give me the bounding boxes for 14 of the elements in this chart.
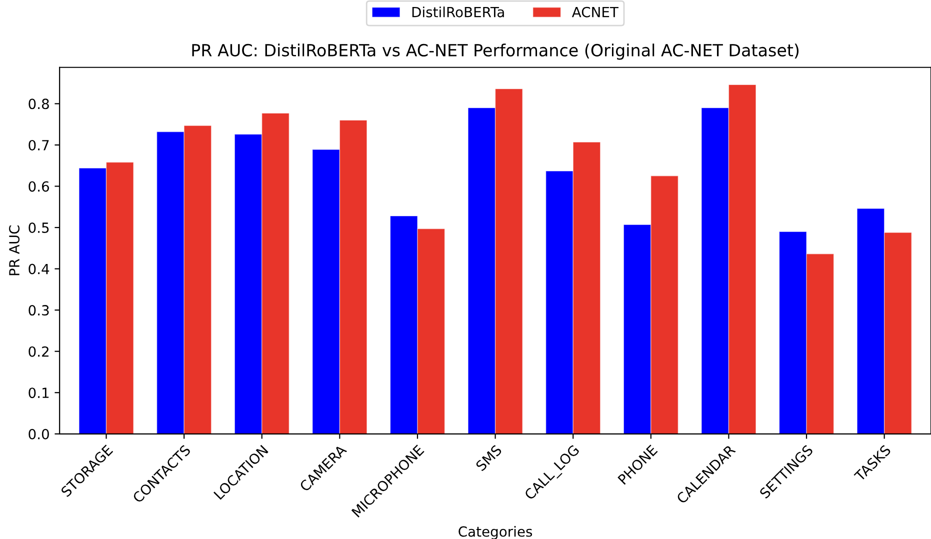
y-tick-label: 0.7 [28, 140, 49, 150]
legend-label: ACNET [572, 6, 618, 18]
x-axis-title: Categories [458, 526, 532, 539]
y-tick-label: 0.1 [28, 388, 49, 398]
y-tick-label: 0.2 [28, 346, 48, 357]
y-tick-label: 0.5 [28, 222, 49, 233]
y-tick-label: 0.0 [28, 428, 49, 440]
y-axis-title: PR AUC [9, 225, 20, 276]
chart-title: PR AUC: DistilRoBERTa vs AC-NET Performance (Original AC-NET Dataset) [192, 44, 799, 60]
y-tick-label: 0.3 [28, 305, 49, 316]
y-tick-label: 0.6 [28, 181, 49, 192]
legend-label: DistilRoBERTa [412, 6, 504, 18]
y-tick-label: 0.4 [28, 264, 50, 274]
y-tick-label: 0.8 [28, 98, 49, 110]
